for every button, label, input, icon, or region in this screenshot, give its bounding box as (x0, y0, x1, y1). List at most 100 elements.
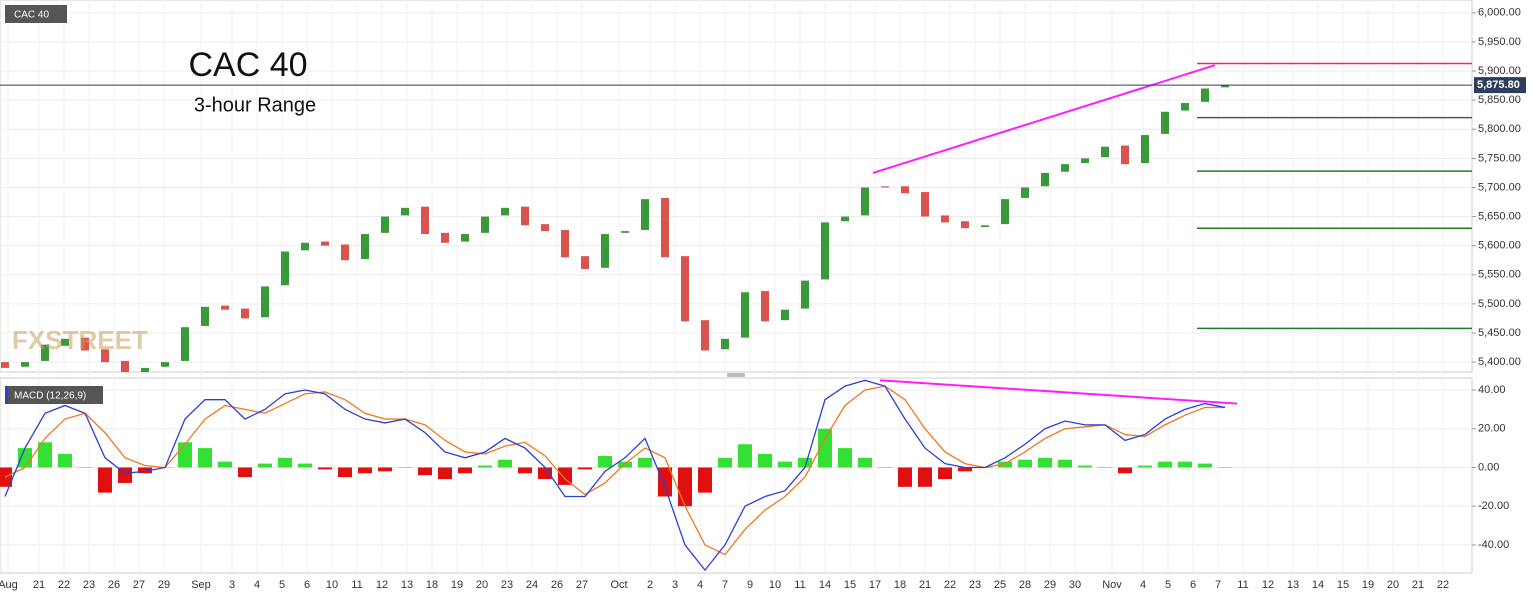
candle-body (601, 234, 609, 268)
x-tick-label: 21 (919, 579, 931, 591)
x-tick-label: 7 (722, 579, 728, 591)
histogram-bar (1098, 467, 1112, 468)
histogram-bar (798, 457, 812, 468)
candle-body (1101, 146, 1109, 158)
symbol-label: CAC 40 (14, 10, 49, 21)
y-tick-label: 5,500.00 (1478, 298, 1521, 310)
y-tick-label: 0.00 (1478, 461, 1499, 473)
y-tick-label: 5,450.00 (1478, 327, 1521, 339)
price-plot (0, 62, 1472, 372)
histogram-bar (1038, 457, 1052, 468)
x-tick-label: 3 (672, 579, 678, 591)
x-tick-label: 26 (108, 579, 120, 591)
histogram-bar (378, 467, 392, 472)
candle-body (841, 216, 849, 222)
histogram-bar (518, 467, 532, 474)
candle-body (121, 360, 129, 372)
histogram-bar (418, 467, 432, 476)
histogram-bar (1198, 463, 1212, 468)
x-tick-label: 20 (476, 579, 488, 591)
candle-body (1001, 199, 1009, 225)
candle-body (1121, 145, 1129, 165)
macd-badge-strip (5, 386, 8, 404)
y-tick-label: 20.00 (1478, 423, 1506, 435)
candle-body (881, 186, 889, 188)
watermark: FXSTREET (12, 325, 148, 355)
x-tick-label: 14 (1312, 579, 1324, 591)
histogram-bar (238, 467, 252, 478)
candle-body (1081, 158, 1089, 164)
x-tick-label: 19 (451, 579, 463, 591)
macd-panel (0, 377, 1473, 574)
symbol-badge (5, 5, 67, 23)
candle-body (1021, 187, 1029, 198)
x-tick-label: 22 (1437, 579, 1449, 591)
x-tick-label: 4 (1140, 579, 1146, 591)
histogram-bar (918, 467, 932, 487)
histogram-bar (358, 467, 372, 474)
candle-body (901, 186, 909, 194)
x-tick-label: Sep (191, 579, 211, 591)
y-tick-label: 5,650.00 (1478, 210, 1521, 222)
x-tick-label: 5 (279, 579, 285, 591)
macd-line (4, 379, 1226, 572)
x-tick-label: 21 (33, 579, 45, 591)
histogram-bar (278, 457, 292, 468)
histogram-bar (678, 467, 692, 507)
candle-body (461, 234, 469, 242)
candle-body (521, 206, 529, 226)
x-tick-label: 24 (526, 579, 538, 591)
candle-body (21, 362, 29, 367)
histogram-bar (938, 467, 952, 480)
histogram-bar (1058, 459, 1072, 468)
candle-body (41, 344, 49, 361)
candle-body (161, 362, 169, 367)
signal-line (4, 385, 1225, 556)
histogram-bar (1178, 461, 1192, 468)
histogram-bar (958, 467, 972, 472)
histogram-bar (658, 467, 672, 497)
histogram-bar (338, 467, 352, 478)
macd-label: MACD (12,26,9) (14, 391, 86, 402)
candle-body (1141, 135, 1149, 164)
x-tick-label: Oct (610, 579, 627, 591)
histogram-bar (1158, 461, 1172, 468)
histogram-bar (718, 457, 732, 468)
candle-body (261, 286, 269, 318)
x-tick-label: 4 (254, 579, 260, 591)
histogram-bar (598, 455, 612, 468)
candle-body (101, 349, 109, 363)
histogram-bar (818, 428, 832, 468)
y-tick-label: 5,950.00 (1478, 36, 1521, 48)
candle-body (421, 206, 429, 235)
histogram-bar (398, 467, 412, 468)
histogram-bar (1118, 467, 1132, 474)
histogram-bar (578, 467, 592, 470)
x-tick-label: 13 (401, 579, 413, 591)
panel-resize-handle[interactable] (727, 373, 745, 377)
y-tick-label: 5,900.00 (1478, 65, 1521, 77)
x-tick-label: 7 (1215, 579, 1221, 591)
x-tick-label: 9 (747, 579, 753, 591)
macd-plot (0, 379, 1238, 572)
histogram-bar (218, 461, 232, 468)
candle-body (661, 197, 669, 258)
histogram-bar (298, 463, 312, 468)
candle-body (1061, 164, 1069, 172)
histogram-bar (1138, 465, 1152, 468)
candle-body (221, 305, 229, 310)
y-tick-label: 5,600.00 (1478, 240, 1521, 252)
candle-body (921, 192, 929, 217)
candle-body (581, 256, 589, 269)
candle-body (141, 367, 149, 372)
candle-body (781, 309, 789, 321)
histogram-bar (1078, 465, 1092, 468)
candle-body (1181, 103, 1189, 111)
last-price-label: 5,875.80 (1477, 79, 1520, 91)
histogram-bar (698, 467, 712, 493)
candle-body (321, 241, 329, 246)
candle-body (1161, 111, 1169, 134)
candle-body (1041, 172, 1049, 187)
x-tick-label: 4 (697, 579, 703, 591)
histogram-bar (618, 461, 632, 468)
